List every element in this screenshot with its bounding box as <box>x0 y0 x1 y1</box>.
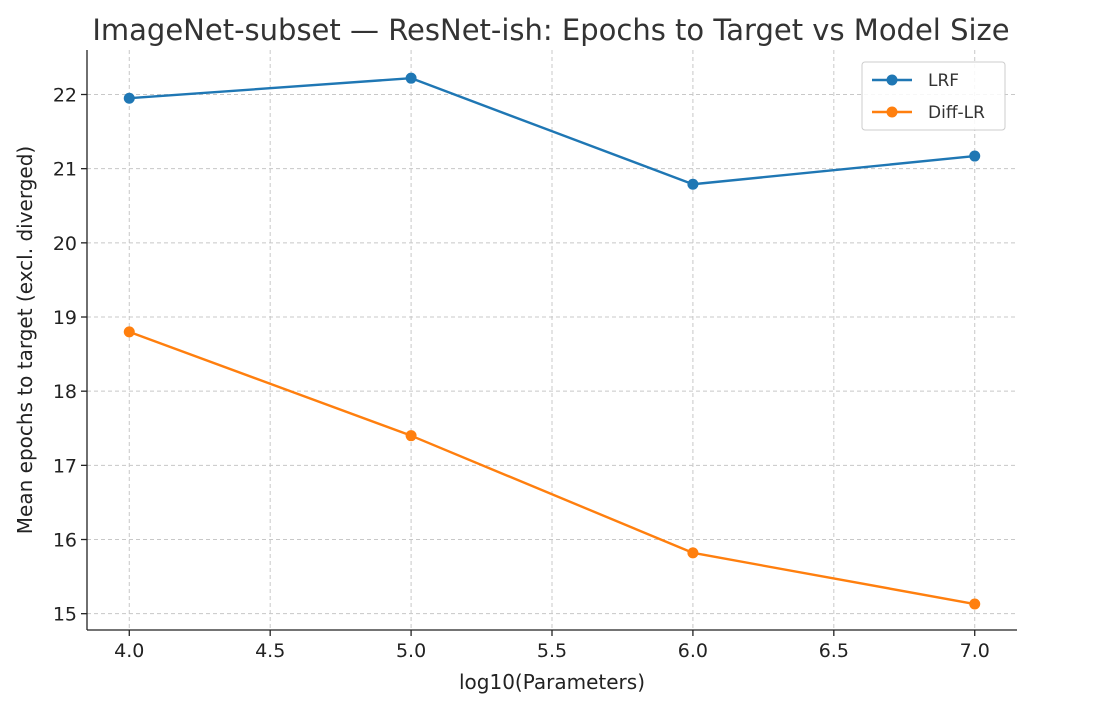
data-point <box>969 598 981 610</box>
y-tick-label: 21 <box>53 159 77 181</box>
y-tick-label: 18 <box>53 381 77 403</box>
data-point <box>405 430 417 442</box>
legend-label: Diff-LR <box>928 103 985 123</box>
y-tick-label: 16 <box>53 530 77 552</box>
legend-entries: LRF Diff-LR <box>872 71 985 123</box>
data-point <box>123 92 135 104</box>
legend-swatch-marker <box>886 106 898 118</box>
y-axis-label: Mean epochs to target (excl. diverged) <box>13 146 37 534</box>
series <box>123 72 981 610</box>
data-point <box>687 178 699 190</box>
y-tick-label: 20 <box>53 233 77 255</box>
y-tick-label: 17 <box>53 455 77 477</box>
x-tick-label: 5.0 <box>396 640 426 662</box>
legend-label: LRF <box>928 71 959 91</box>
legend: LRF Diff-LR <box>861 61 1006 131</box>
x-axis-label: log10(Parameters) <box>459 670 645 694</box>
series-line <box>128 330 976 606</box>
legend-swatch-marker <box>886 74 898 86</box>
x-tick-label: 4.5 <box>255 640 285 662</box>
y-tick-label: 19 <box>53 307 77 329</box>
data-point <box>405 72 417 84</box>
data-point <box>969 150 981 162</box>
y-tick-label: 22 <box>53 85 77 107</box>
series-lrf <box>123 72 981 190</box>
series-diff-lr <box>123 326 981 610</box>
x-tick-label: 7.0 <box>960 640 990 662</box>
y-tick-label: 15 <box>53 604 77 626</box>
data-point <box>123 326 135 338</box>
x-tick-label: 6.5 <box>819 640 849 662</box>
ticks: 4.0 4.5 5.0 5.5 6.0 6.5 7.0 15 16 17 18 19 20 21 22 <box>53 85 990 662</box>
grid <box>87 50 1017 630</box>
x-tick-label: 4.0 <box>114 640 144 662</box>
series-line <box>128 76 976 186</box>
chart-title: ImageNet-subset — ResNet-ish: Epochs to … <box>92 13 1009 47</box>
x-tick-label: 6.0 <box>678 640 708 662</box>
x-tick-label: 5.5 <box>537 640 567 662</box>
data-point <box>687 547 699 559</box>
